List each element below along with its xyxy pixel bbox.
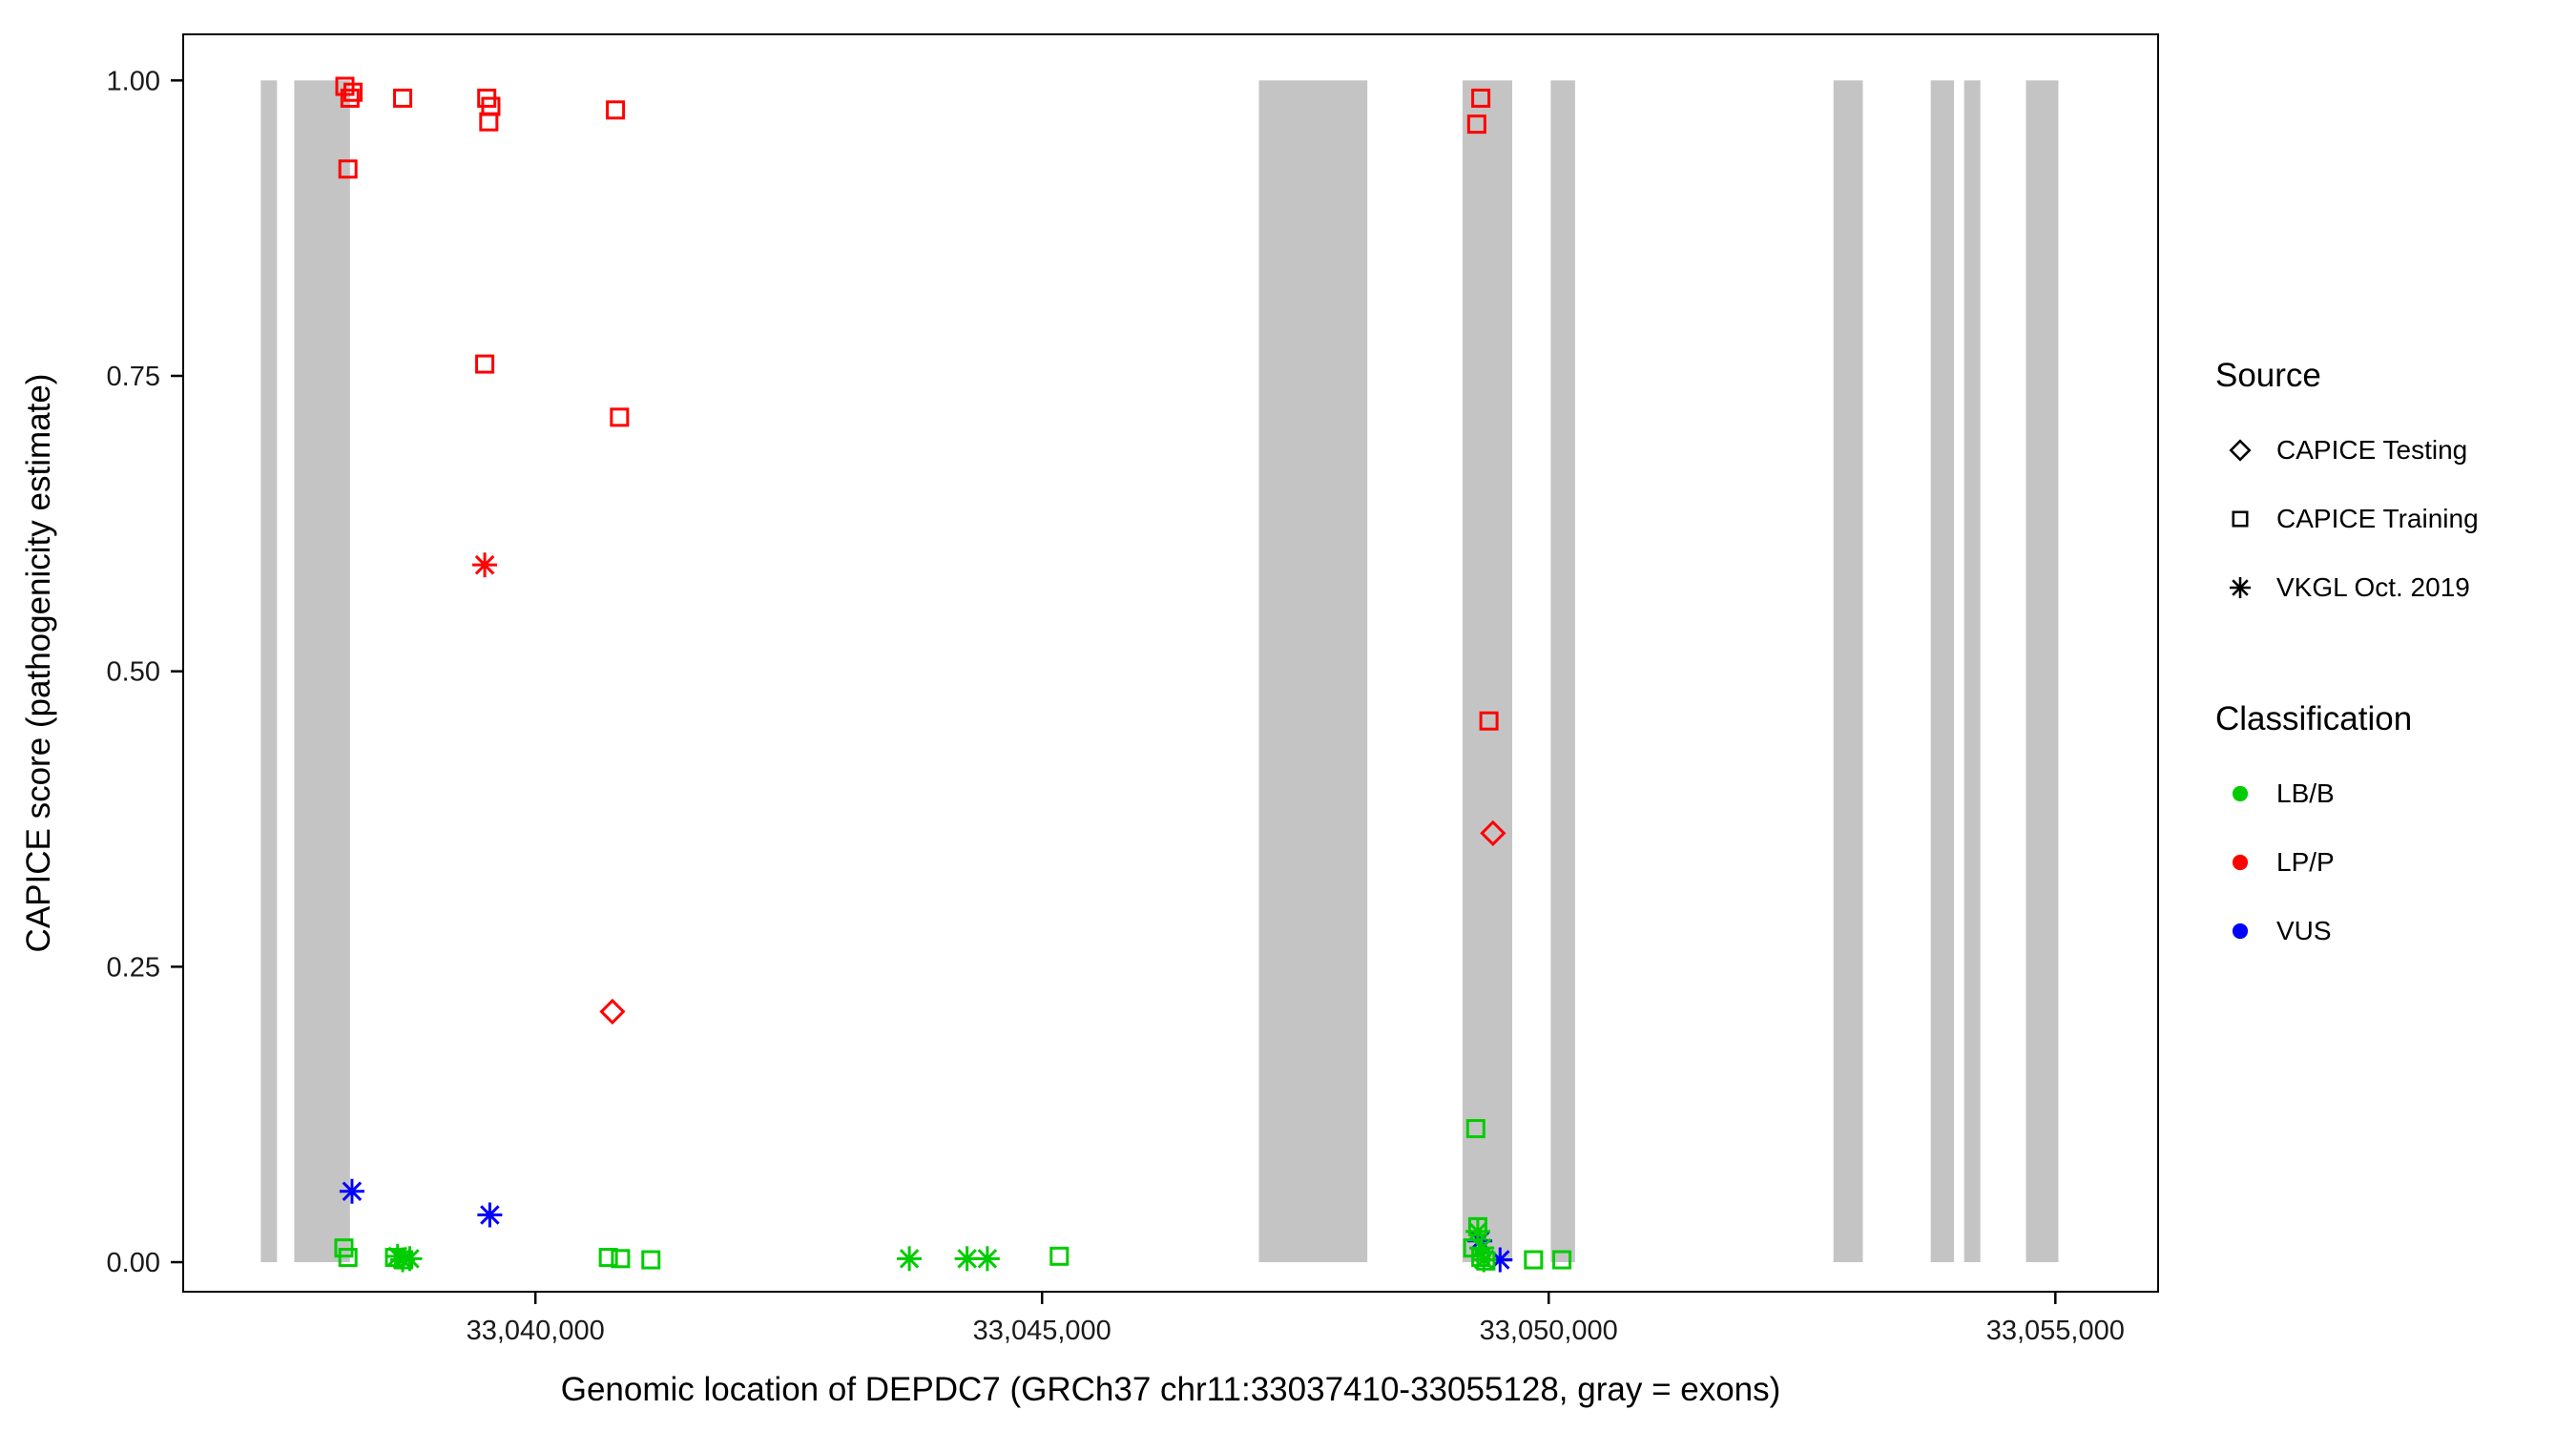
data-point-square	[1049, 1246, 1070, 1266]
data-point-diamond	[2229, 439, 2252, 462]
legend-item-lp-p: LP/P	[2215, 828, 2572, 897]
data-point-square	[1479, 711, 1499, 731]
series-capice-testing-lp-p	[599, 819, 1506, 1026]
legend-item-vkgl-oct-2019: VKGL Oct. 2019	[2215, 553, 2572, 622]
series-vkgl-oct-2019-lp-p	[472, 552, 498, 578]
y-tick-label: 1.00	[107, 66, 160, 96]
legend-key-square-icon	[2232, 510, 2249, 528]
exon-band	[2025, 80, 2059, 1263]
data-point-square	[610, 407, 630, 427]
series-capice-training-lb-b	[334, 1119, 1572, 1271]
data-point-diamond	[599, 998, 626, 1026]
data-point-square	[606, 100, 626, 120]
y-tick-label: 0.75	[107, 362, 160, 392]
data-point-square	[475, 354, 495, 374]
data-point-circle	[2232, 854, 2249, 871]
legend: Source CAPICE Testing CAPICE Training VKGL…	[2215, 355, 2572, 965]
data-point-asterisk	[897, 1246, 923, 1272]
legend-group-source: Source CAPICE Testing CAPICE Training VKGL…	[2215, 355, 2572, 622]
data-point-square	[338, 1248, 358, 1268]
data-point-asterisk	[339, 1178, 364, 1204]
legend-item-capice-training: CAPICE Training	[2215, 485, 2572, 553]
scatter-plot: 33,040,000 33,045,000 33,050,000 33,055,000…	[20, 33, 2159, 1408]
legend-source-title: Source	[2215, 357, 2321, 394]
exon-band	[1963, 80, 1981, 1263]
exon-band	[260, 80, 278, 1263]
y-axis-title: CAPICE score (pathogenicity estimate)	[20, 374, 57, 953]
exon-band	[1550, 80, 1575, 1263]
legend-key-diamond-icon	[2229, 439, 2252, 462]
legend-key-circle-icon	[2232, 923, 2249, 940]
data-point-asterisk	[477, 1202, 503, 1228]
exon-band	[294, 80, 350, 1263]
exon-band	[1833, 80, 1863, 1263]
x-tick-label: 33,045,000	[973, 1316, 1111, 1346]
panel-border	[182, 33, 2159, 1293]
data-point-asterisk	[472, 552, 498, 578]
x-tick-label: 33,040,000	[467, 1316, 605, 1346]
legend-item-label: CAPICE Training	[2276, 504, 2479, 533]
legend-classification-title: Classification	[2215, 700, 2413, 737]
legend-item-label: CAPICE Testing	[2276, 435, 2468, 465]
legend-key-asterisk-icon	[2229, 576, 2252, 599]
data-point-asterisk	[2229, 576, 2252, 599]
data-point-square	[393, 88, 413, 108]
series-vkgl-oct-2019-lb-b	[384, 1218, 1497, 1273]
legend-item-label: LP/P	[2276, 847, 2335, 877]
data-point-square	[479, 112, 499, 132]
data-point-diamond	[1480, 819, 1506, 846]
y-tick-label: 0.25	[107, 952, 160, 983]
legend-key-circle-icon	[2232, 785, 2249, 802]
data-point-circle	[2232, 785, 2249, 802]
data-point-asterisk	[974, 1246, 1000, 1272]
exon-band	[1258, 80, 1368, 1263]
data-point-square	[2232, 510, 2249, 528]
y-tick-label: 0.00	[107, 1248, 160, 1278]
data-point-square	[1465, 1119, 1485, 1139]
x-axis-title: Genomic location of DEPDC7 (GRCh37 chr11…	[561, 1371, 1781, 1408]
data-point-asterisk	[1471, 1247, 1497, 1273]
legend-item-vus: VUS	[2215, 897, 2572, 965]
legend-classification-items: LB/B LP/P VUS	[2215, 759, 2572, 965]
legend-item-label: VKGL Oct. 2019	[2276, 572, 2470, 602]
series-capice-training-lp-p	[335, 76, 1499, 731]
data-point-square	[1466, 114, 1486, 135]
data-point-square	[641, 1250, 661, 1270]
data-point-square	[343, 82, 364, 102]
legend-source-items: CAPICE Testing CAPICE Training VKGL Oct. 2…	[2215, 416, 2572, 622]
legend-item-label: VUS	[2276, 916, 2332, 945]
legend-item-lb-b: LB/B	[2215, 759, 2572, 828]
data-point-asterisk	[1465, 1218, 1490, 1244]
data-point-circle	[2232, 923, 2249, 940]
legend-item-capice-testing: CAPICE Testing	[2215, 416, 2572, 485]
exon-band	[1930, 80, 1955, 1263]
data-point-square	[1552, 1250, 1572, 1270]
legend-key-circle-icon	[2232, 854, 2249, 871]
data-point-asterisk	[397, 1246, 423, 1272]
legend-item-label: LB/B	[2276, 778, 2335, 808]
data-point-square	[338, 159, 358, 179]
data-point-square	[598, 1248, 618, 1268]
x-tick-label: 33,055,000	[1986, 1316, 2125, 1346]
legend-group-classification: Classification LB/B LP/P VUS	[2215, 698, 2572, 965]
x-tick-label: 33,050,000	[1480, 1316, 1618, 1346]
y-tick-label: 0.50	[107, 657, 160, 688]
data-point-square	[1471, 88, 1491, 108]
data-point-square	[340, 88, 360, 108]
exon-band	[1462, 80, 1513, 1263]
data-point-square	[611, 1249, 631, 1269]
data-point-square	[1524, 1250, 1544, 1270]
